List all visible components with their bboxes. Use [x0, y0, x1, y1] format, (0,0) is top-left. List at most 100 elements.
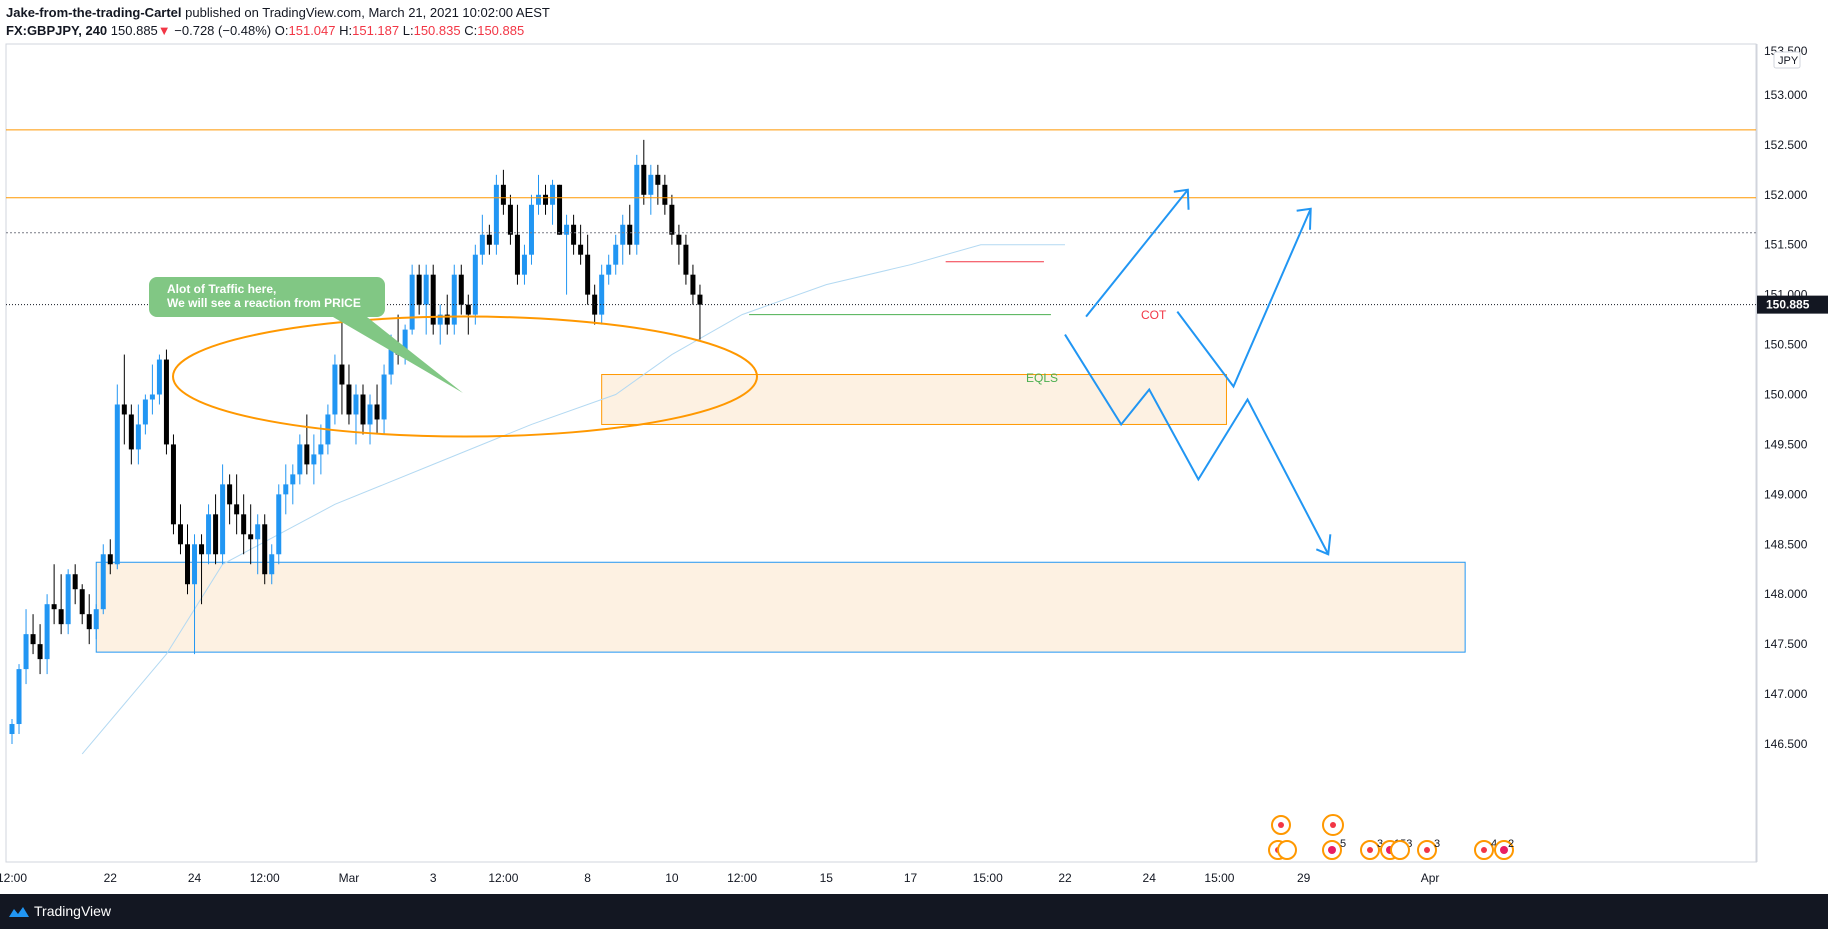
projection-down-path[interactable] — [1064, 334, 1330, 555]
candle — [9, 719, 15, 744]
chart-header: Jake-from-the-trading-Cartel published o… — [0, 0, 1828, 42]
candle — [30, 614, 36, 655]
candle — [37, 624, 43, 675]
candle — [79, 584, 85, 625]
candle — [536, 174, 541, 215]
candle — [528, 194, 534, 265]
last-price-badge-text: 150.885 — [1766, 298, 1810, 312]
candle — [100, 544, 106, 615]
published-text: published on TradingView.com, March 21, … — [185, 5, 550, 20]
candle — [149, 364, 155, 415]
candle — [44, 594, 50, 675]
arrow-head-icon — [1173, 188, 1190, 210]
down-arrow-icon: ▼ — [157, 23, 171, 38]
candle — [676, 224, 682, 265]
candle — [500, 169, 506, 215]
candle — [521, 244, 527, 285]
candle — [437, 304, 443, 345]
footer-brand[interactable]: TradingView — [34, 903, 112, 919]
candle — [156, 354, 162, 405]
candle — [16, 664, 22, 735]
callout-line-1: Alot of Traffic here, — [167, 282, 276, 296]
candle — [311, 434, 317, 485]
candle — [269, 544, 275, 585]
candle — [206, 504, 212, 565]
event-count-4: 3 — [1434, 838, 1440, 850]
traffic-ellipse[interactable] — [172, 315, 758, 438]
candle — [367, 394, 373, 445]
supply-demand-zone[interactable] — [95, 561, 1466, 653]
candle — [135, 404, 141, 465]
y-tick-label: 149.000 — [1764, 487, 1808, 501]
y-tick-label: 152.500 — [1764, 138, 1808, 152]
candle — [578, 224, 584, 265]
candle — [571, 214, 577, 255]
candle — [634, 154, 640, 255]
close-value: 150.885 — [477, 23, 525, 38]
candle — [585, 234, 591, 305]
currency-badge[interactable] — [1773, 51, 1801, 69]
low-value: 150.835 — [413, 23, 461, 38]
x-tick-label: 17 — [904, 871, 918, 885]
x-tick-label: 22 — [104, 871, 118, 885]
candle — [479, 214, 485, 265]
x-tick-label: 3 — [430, 871, 437, 885]
candle — [227, 474, 233, 525]
candle — [318, 424, 324, 475]
candle — [564, 214, 570, 295]
y-tick-label: 150.000 — [1764, 388, 1808, 402]
candle — [690, 264, 696, 305]
y-tick-label: 152.000 — [1764, 188, 1808, 202]
arrow-head-icon — [1315, 534, 1332, 556]
candle — [121, 354, 127, 445]
last-price: 150.885 — [110, 23, 158, 38]
candle — [163, 349, 169, 455]
symbol-label: FX:GBPJPY, 240 — [6, 23, 108, 38]
currency-label: JPY — [1778, 55, 1799, 67]
price-chart[interactable]: Alot of Traffic here, We will see a reac… — [0, 42, 1828, 894]
x-tick-label: 22 — [1058, 871, 1072, 885]
candle — [262, 514, 268, 585]
candle — [290, 464, 296, 505]
projection-up-arrow[interactable] — [1085, 189, 1189, 318]
callout-bubble — [149, 277, 463, 393]
candle — [241, 494, 247, 555]
x-tick-label: 12:00 — [250, 871, 280, 885]
projection-v-path[interactable] — [1176, 208, 1312, 389]
x-tick-label: 24 — [188, 871, 202, 885]
candle — [599, 264, 605, 325]
candle — [423, 264, 429, 335]
candle — [332, 354, 338, 425]
candle — [648, 164, 654, 215]
candle — [381, 364, 387, 435]
candle — [58, 574, 64, 635]
tradingview-logo-icon[interactable] — [8, 904, 30, 920]
low-label: L: — [402, 23, 414, 38]
x-tick-label: 10 — [665, 871, 679, 885]
candle — [543, 184, 549, 215]
high-value: 151.187 — [352, 23, 400, 38]
footer-bar: TradingView — [0, 894, 1828, 929]
y-tick-label: 148.500 — [1764, 537, 1808, 551]
candle — [297, 434, 303, 485]
y-tick-label: 147.000 — [1764, 687, 1808, 701]
author-name[interactable]: Jake-from-the-trading-Cartel — [6, 5, 182, 20]
candle — [170, 434, 176, 535]
candle — [557, 184, 563, 235]
y-tick-label: 148.000 — [1764, 587, 1808, 601]
supply-demand-zone[interactable] — [601, 374, 1227, 425]
y-tick-label: 149.500 — [1764, 437, 1808, 451]
candle — [248, 504, 254, 565]
economic-events[interactable]: 5 3 153 3 4 2 — [1268, 814, 1514, 860]
open-value: 151.047 — [288, 23, 336, 38]
x-tick-label: 15:00 — [973, 871, 1003, 885]
event-count-2: 3 — [1377, 838, 1383, 850]
callout-line-2: We will see a reaction from PRICE — [167, 296, 361, 310]
candle — [374, 384, 380, 435]
candle — [486, 224, 492, 255]
cot-label: COT — [1141, 308, 1167, 322]
candle — [185, 524, 190, 595]
candle — [346, 364, 352, 425]
candle — [627, 204, 633, 255]
x-tick-label: 29 — [1297, 871, 1311, 885]
